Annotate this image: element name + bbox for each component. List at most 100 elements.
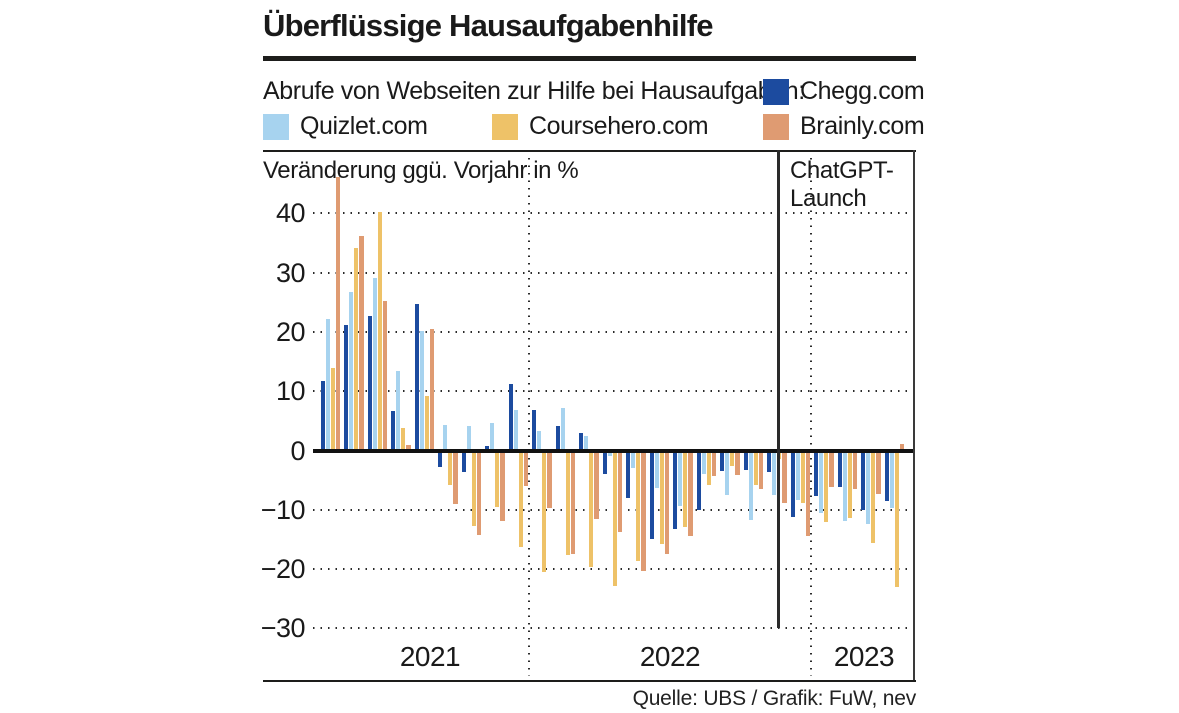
bar-Quizlet.com-2021-12 — [513, 410, 518, 450]
bar-Quizlet.com-2022-04 — [607, 451, 612, 456]
bar-Quizlet.com-2022-11 — [772, 451, 777, 495]
bar-Brainly.com-2021-10 — [476, 451, 482, 535]
y-tick-label: 20 — [275, 316, 306, 347]
bar-Quizlet.com-2023-01 — [819, 451, 824, 514]
bar-Coursehero.com-2021-09 — [448, 451, 453, 485]
bar-Chegg.com-2021-06 — [367, 316, 372, 450]
bar-Brainly.com-2023-04 — [899, 443, 905, 450]
y-tick-label: 30 — [275, 257, 306, 288]
bar-Quizlet.com-2021-10 — [466, 425, 471, 450]
y-tick-label: 40 — [275, 198, 306, 229]
zero-baseline — [313, 449, 915, 453]
bar-Quizlet.com-2022-07 — [678, 451, 683, 507]
bar-Chegg.com-2023-01 — [814, 451, 819, 496]
bar-Brainly.com-2022-04 — [617, 451, 623, 532]
bar-Chegg.com-2022-03 — [579, 433, 584, 450]
bar-Chegg.com-2021-10 — [461, 451, 466, 472]
legend-swatch-quizlet — [263, 114, 289, 140]
bar-Chegg.com-2022-07 — [673, 451, 678, 529]
bar-Quizlet.com-2022-10 — [748, 451, 753, 520]
y-tick-label: 0 — [290, 435, 305, 466]
bar-Chegg.com-2023-02 — [837, 451, 842, 488]
chatgpt-launch-annotation: ChatGPT- Launch — [790, 157, 894, 213]
chart-top-frame — [263, 150, 916, 152]
chatgpt-launch-line2: Launch — [790, 185, 867, 212]
title-rule — [263, 56, 916, 61]
bar-Chegg.com-2023-03 — [861, 451, 866, 510]
bar-Coursehero.com-2021-10 — [471, 451, 476, 526]
bar-Coursehero.com-2022-02 — [565, 451, 570, 556]
bar-Coursehero.com-2021-04 — [330, 368, 335, 450]
bar-Coursehero.com-2022-06 — [659, 451, 664, 544]
bar-Quizlet.com-2023-02 — [842, 451, 847, 522]
bar-Quizlet.com-2022-06 — [654, 451, 659, 489]
bar-Chegg.com-2022-06 — [649, 451, 654, 539]
bar-Brainly.com-2023-02 — [852, 451, 858, 489]
bar-Brainly.com-2022-03 — [594, 451, 599, 520]
bar-Coursehero.com-2022-03 — [589, 451, 594, 568]
bar-Brainly.com-2021-05 — [359, 236, 364, 450]
bar-Quizlet.com-2021-11 — [490, 423, 495, 450]
y-axis-note: Veränderung ggü. Vorjahr in % — [263, 157, 579, 184]
gridline-y-40 — [313, 212, 915, 215]
bar-Coursehero.com-2022-08 — [706, 451, 711, 485]
bar-Coursehero.com-2021-07 — [401, 428, 406, 450]
y-tick-label: −10 — [260, 494, 306, 525]
page-title: Überflüssige Hausaufgabenhilfe — [263, 8, 714, 43]
bar-Brainly.com-2022-11 — [782, 451, 787, 504]
bar-Brainly.com-2023-01 — [829, 451, 834, 488]
bar-Brainly.com-2022-02 — [570, 451, 576, 555]
bar-Quizlet.com-2022-08 — [701, 451, 706, 475]
bar-Coursehero.com-2021-06 — [377, 212, 382, 450]
bar-Quizlet.com-2022-02 — [560, 407, 565, 450]
gridline-y-10 — [313, 390, 915, 393]
legend-label-coursehero: Coursehero.com — [529, 112, 709, 140]
bar-Brainly.com-2021-06 — [382, 301, 388, 450]
bar-Brainly.com-2023-03 — [876, 451, 881, 495]
bar-Quizlet.com-2021-05 — [349, 292, 354, 450]
bar-Coursehero.com-2021-08 — [424, 396, 429, 450]
bar-Coursehero.com-2022-10 — [753, 451, 758, 485]
year-separator-1 — [528, 158, 530, 676]
bar-Quizlet.com-2022-12 — [795, 451, 800, 501]
chatgpt-launch-line — [777, 150, 780, 628]
bar-Brainly.com-2022-09 — [735, 451, 740, 475]
legend-label-chegg: Chegg.com — [800, 77, 925, 105]
bar-Quizlet.com-2021-07 — [396, 370, 401, 450]
chart-right-frame — [913, 150, 915, 682]
bar-Brainly.com-2021-12 — [523, 451, 529, 486]
bar-Chegg.com-2022-09 — [720, 451, 725, 472]
bar-Coursehero.com-2023-04 — [894, 451, 899, 587]
bar-Brainly.com-2021-07 — [406, 445, 411, 450]
bar-Quizlet.com-2023-03 — [866, 451, 871, 524]
bar-Brainly.com-2022-01 — [547, 451, 552, 508]
bar-Chegg.com-2022-11 — [767, 451, 772, 472]
bar-Brainly.com-2022-06 — [664, 451, 670, 555]
bar-Chegg.com-2021-11 — [485, 445, 490, 450]
x-axis-year-label: 2022 — [639, 641, 701, 672]
bar-Brainly.com-2022-08 — [711, 451, 717, 477]
legend-label-quizlet: Quizlet.com — [300, 112, 428, 140]
bar-Quizlet.com-2022-09 — [725, 451, 730, 496]
bar-Brainly.com-2022-10 — [758, 451, 764, 489]
bar-Coursehero.com-2022-01 — [542, 451, 547, 573]
bar-Brainly.com-2022-05 — [641, 451, 646, 572]
gridline-y-−30 — [313, 627, 915, 630]
bar-Chegg.com-2021-07 — [391, 410, 396, 450]
bar-Chegg.com-2022-04 — [602, 451, 607, 475]
y-tick-label: −30 — [260, 613, 306, 644]
y-tick-label: −20 — [260, 554, 306, 585]
chatgpt-launch-line1: ChatGPT- — [790, 157, 894, 184]
bar-Brainly.com-2021-11 — [500, 451, 505, 522]
bar-Coursehero.com-2023-03 — [871, 451, 876, 544]
bar-Chegg.com-2022-01 — [532, 410, 537, 450]
bar-Coursehero.com-2022-09 — [730, 451, 735, 466]
bar-Chegg.com-2022-05 — [626, 451, 631, 498]
bar-Coursehero.com-2022-05 — [636, 451, 641, 562]
bar-Brainly.com-2022-12 — [805, 451, 811, 537]
gridline-y-30 — [313, 271, 915, 274]
bar-Coursehero.com-2021-11 — [495, 451, 500, 508]
bar-Chegg.com-2022-02 — [555, 425, 560, 450]
